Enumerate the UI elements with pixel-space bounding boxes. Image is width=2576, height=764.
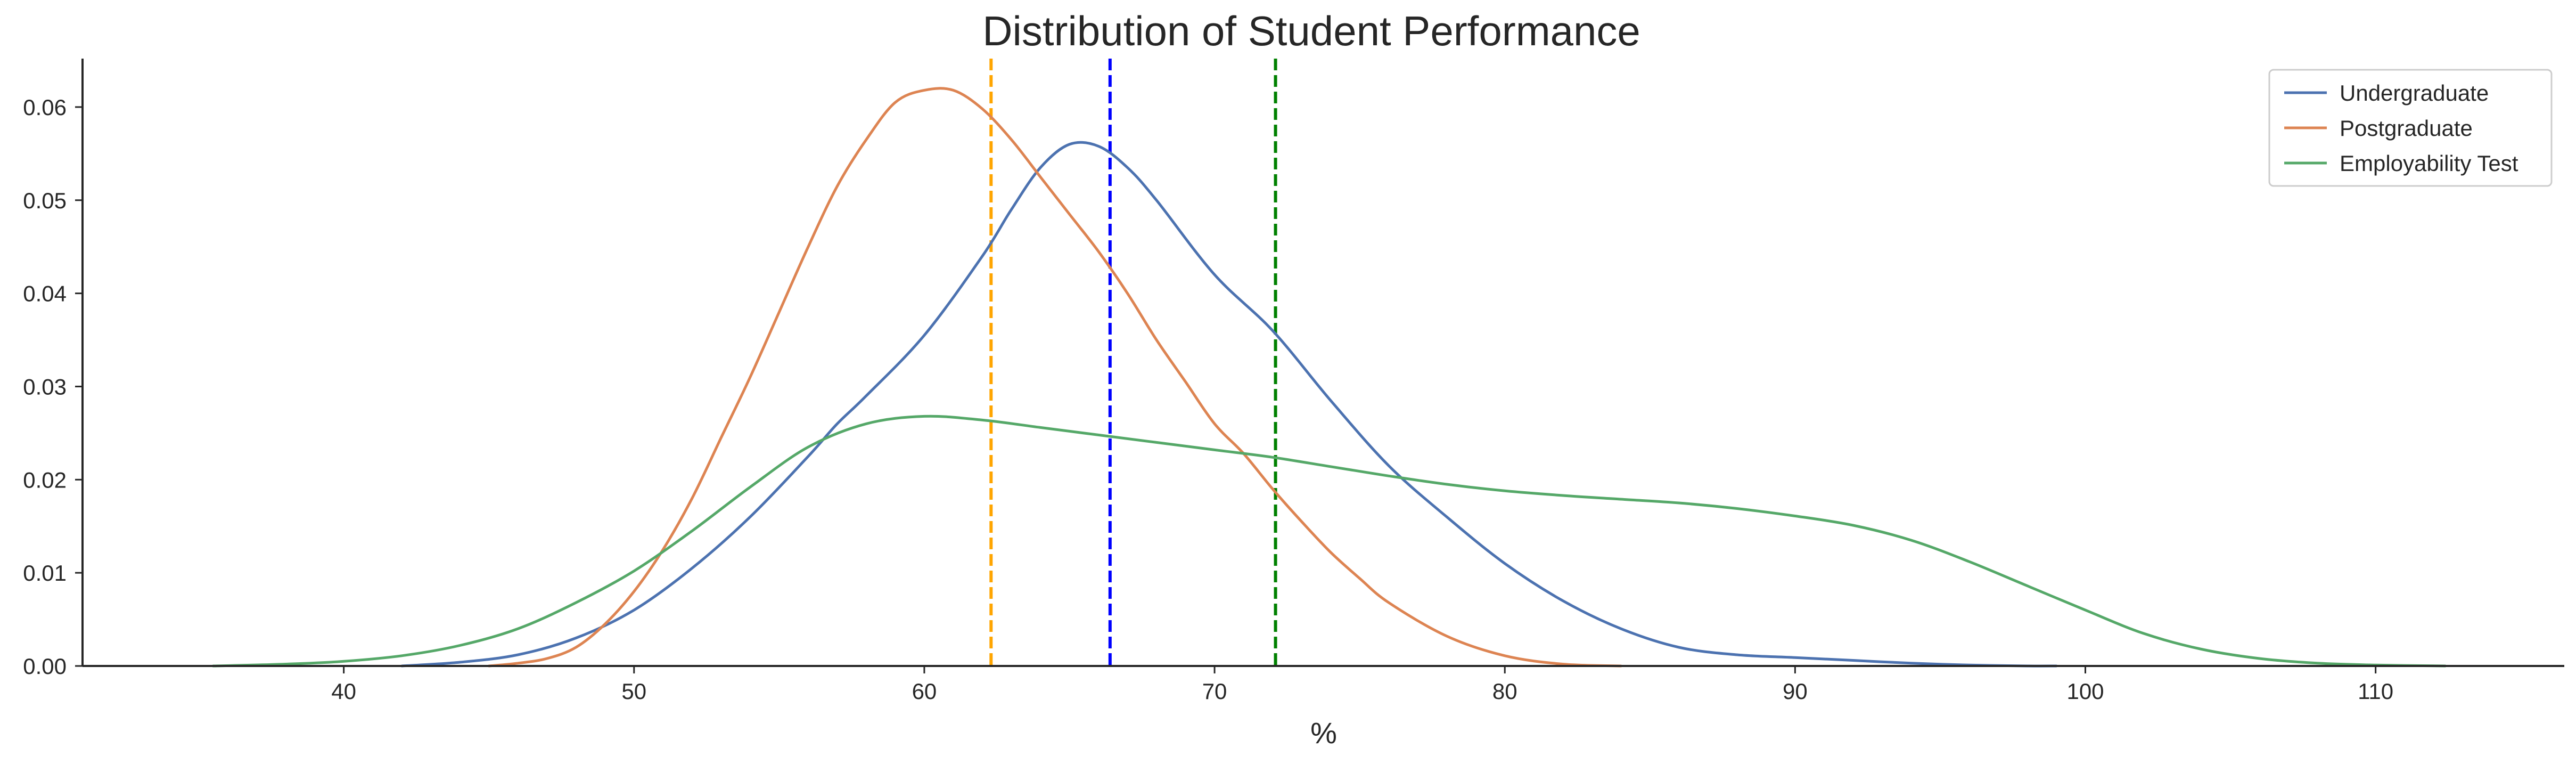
y-tick-label: 0.06 xyxy=(23,95,67,120)
series-line-undergraduate xyxy=(400,141,2058,668)
x-tick-label: 90 xyxy=(1783,679,1808,704)
chart-title: Distribution of Student Performance xyxy=(982,7,1640,54)
reference-lines xyxy=(989,59,1277,666)
y-tick-label: 0.01 xyxy=(23,560,67,586)
y-tick-label: 0.05 xyxy=(23,188,67,213)
legend-label: Employability Test xyxy=(2340,151,2518,176)
x-tick-label: 100 xyxy=(2066,679,2104,704)
axes xyxy=(81,59,2564,667)
x-tick-label: 50 xyxy=(621,679,646,704)
x-tick-label: 110 xyxy=(2358,679,2393,704)
y-tick-label: 0.04 xyxy=(23,281,67,306)
y-tick-label: 0.02 xyxy=(23,467,67,492)
series-layer xyxy=(211,87,2447,668)
x-ticks: 40 50 60 70 80 90 100 110 xyxy=(331,666,2393,704)
series-line-employability-test xyxy=(211,414,2447,668)
legend-label: Undergraduate xyxy=(2340,80,2489,105)
x-tick-label: 60 xyxy=(912,679,937,704)
x-tick-label: 40 xyxy=(331,679,356,704)
y-ticks: 0.00 0.01 0.02 0.03 0.04 0.05 0.06 xyxy=(23,95,83,679)
x-tick-label: 70 xyxy=(1202,679,1227,704)
legend: Undergraduate Postgraduate Employability T… xyxy=(2268,69,2553,187)
legend-box xyxy=(2268,69,2553,187)
legend-label: Postgraduate xyxy=(2340,116,2473,141)
x-axis-label: % xyxy=(1310,716,1337,750)
x-tick-label: 80 xyxy=(1492,679,1517,704)
series-line-postgraduate xyxy=(487,87,1622,668)
y-tick-label: 0.03 xyxy=(23,374,67,399)
y-tick-label: 0.00 xyxy=(23,654,67,679)
